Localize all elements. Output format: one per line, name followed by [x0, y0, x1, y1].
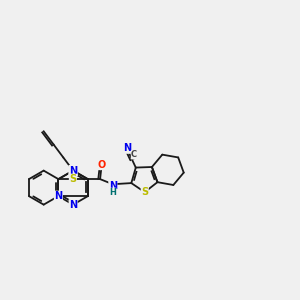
Text: C: C: [131, 150, 137, 159]
Text: N: N: [69, 200, 77, 210]
Text: S: S: [69, 174, 76, 184]
Text: N: N: [69, 166, 77, 176]
Text: O: O: [98, 160, 106, 170]
Text: H: H: [110, 188, 116, 197]
Text: S: S: [141, 187, 148, 197]
Text: N: N: [124, 143, 132, 153]
Text: N: N: [54, 191, 62, 201]
Text: N: N: [69, 166, 77, 176]
Text: N: N: [109, 181, 117, 191]
